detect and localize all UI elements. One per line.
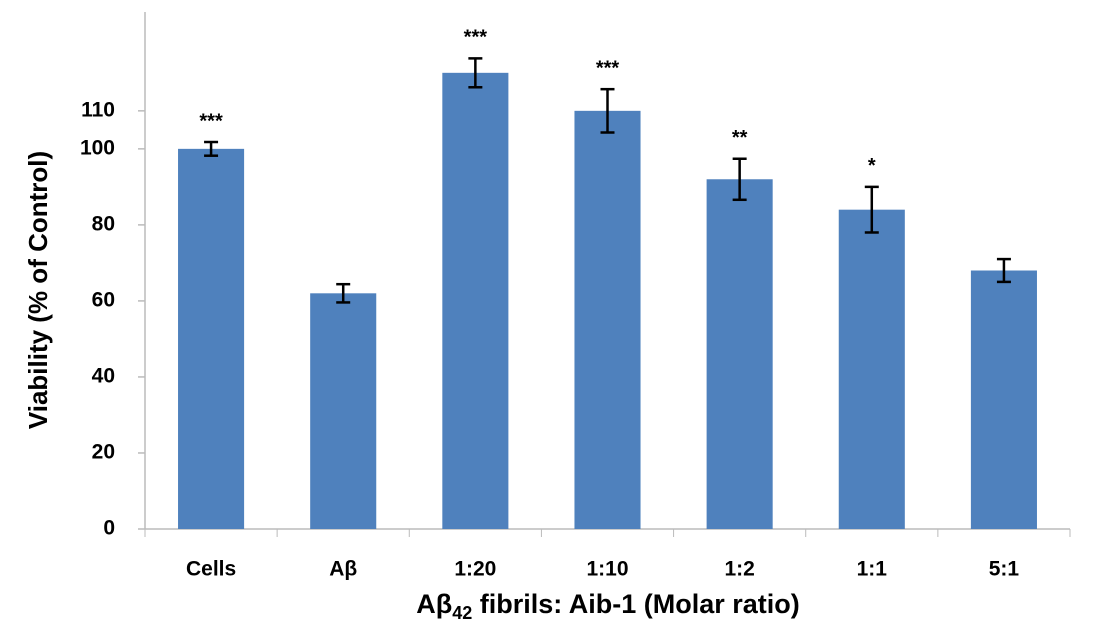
significance-label: ***	[199, 110, 223, 132]
significance-label: ***	[464, 27, 488, 49]
error-bar	[864, 185, 879, 234]
x-tick-label: Cells	[186, 558, 236, 581]
bar	[838, 209, 905, 530]
x-tick-label: 1:10	[586, 558, 628, 581]
significance-label: ***	[596, 57, 620, 79]
error-bar	[468, 57, 483, 89]
y-axis-label: Viability (% of Control)	[23, 151, 53, 429]
bar	[706, 179, 773, 529]
error-bar	[732, 157, 747, 202]
y-tick-label: 0	[103, 517, 115, 540]
y-tick-label: 40	[92, 364, 115, 387]
y-tick-label: 80	[92, 212, 115, 235]
significance-label: **	[732, 127, 748, 149]
x-axis-label-sub: 42	[452, 603, 472, 623]
significance-label: *	[868, 155, 876, 177]
bar	[178, 148, 245, 529]
x-tick-label: 1:1	[857, 558, 888, 581]
x-tick-label: 5:1	[989, 558, 1020, 581]
bar	[574, 110, 641, 530]
error-bar	[996, 257, 1011, 284]
x-axis-label: Aβ42 fibrils: Aib-1 (Molar ratio)	[416, 589, 800, 623]
x-axis-label-part: fibrils: Aib-1 (Molar ratio)	[472, 589, 800, 619]
y-tick-label: 100	[80, 136, 115, 159]
bar	[970, 270, 1037, 529]
x-tick-label: 1:2	[724, 558, 754, 581]
y-tick-label: 60	[92, 288, 115, 311]
x-tick-label: Aβ	[329, 558, 357, 581]
error-bar	[600, 87, 615, 134]
error-bar	[336, 282, 351, 304]
x-tick-label: 1:20	[454, 558, 496, 581]
y-tick-label: 110	[81, 98, 115, 121]
bar	[442, 72, 509, 529]
y-tick-label: 20	[92, 441, 115, 464]
x-axis-label-part: Aβ	[416, 589, 452, 619]
bar	[310, 293, 377, 529]
error-bar	[204, 140, 219, 157]
